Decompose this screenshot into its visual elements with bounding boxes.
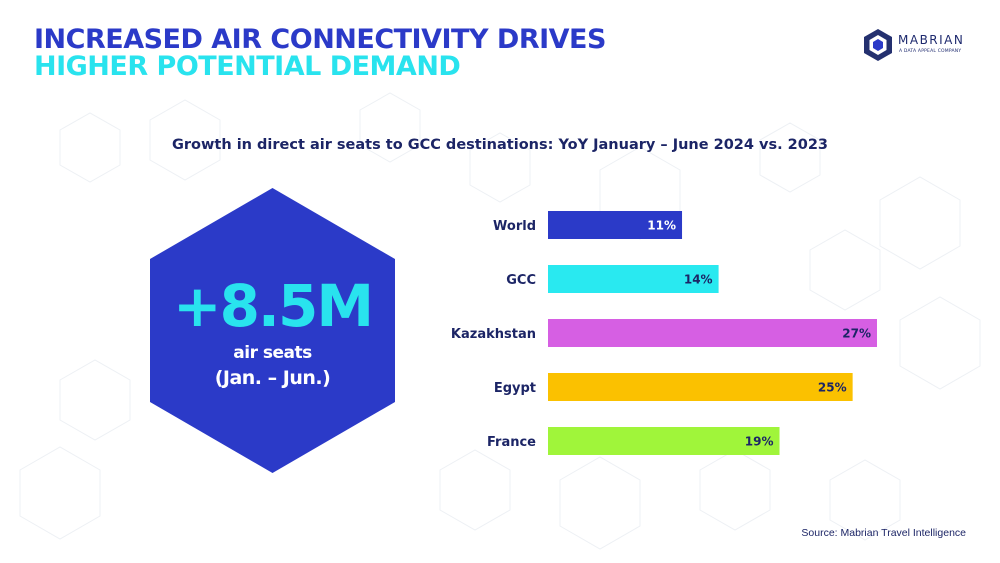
- bar-world: [548, 211, 683, 239]
- source-note: Source: Mabrian Travel Intelligence: [801, 527, 966, 539]
- kpi-value: +8.5M: [172, 272, 374, 340]
- page-title-line1: INCREASED AIR CONNECTIVITY DRIVES: [34, 24, 606, 55]
- bar-value-label-france: 19%: [745, 435, 774, 449]
- hexagon-logo-icon: [864, 29, 892, 61]
- bar-value-label-world: 11%: [647, 219, 676, 233]
- kpi-hexagon-shape: [150, 188, 395, 473]
- bar-value-label-kazakhstan: 27%: [842, 327, 871, 341]
- bar-kazakhstan: [548, 319, 877, 347]
- category-label-kazakhstan: Kazakhstan: [451, 327, 536, 342]
- category-label-world: World: [493, 219, 536, 234]
- logo-tagline: A DATA APPEAL COMPANY: [899, 49, 962, 54]
- kpi-label-line1: air seats: [233, 343, 312, 363]
- chart-title: Growth in direct air seats to GCC destin…: [171, 137, 829, 153]
- kpi-label-line2: (Jan. – Jun.): [214, 367, 331, 389]
- logo-name: MABRIAN: [898, 33, 965, 47]
- bar-value-label-gcc: 14%: [684, 273, 713, 287]
- category-label-france: France: [487, 435, 536, 450]
- bar-gcc: [548, 265, 719, 293]
- mabrian-logo: MABRIAN A DATA APPEAL COMPANY: [862, 28, 972, 64]
- bar-egypt: [548, 373, 853, 401]
- bar-value-label-egypt: 25%: [818, 381, 847, 395]
- bar-france: [548, 427, 780, 455]
- category-label-egypt: Egypt: [494, 381, 536, 396]
- page-title-line2: HIGHER POTENTIAL DEMAND: [34, 51, 461, 82]
- kpi-hexagon: [150, 188, 395, 473]
- category-label-gcc: GCC: [506, 273, 536, 288]
